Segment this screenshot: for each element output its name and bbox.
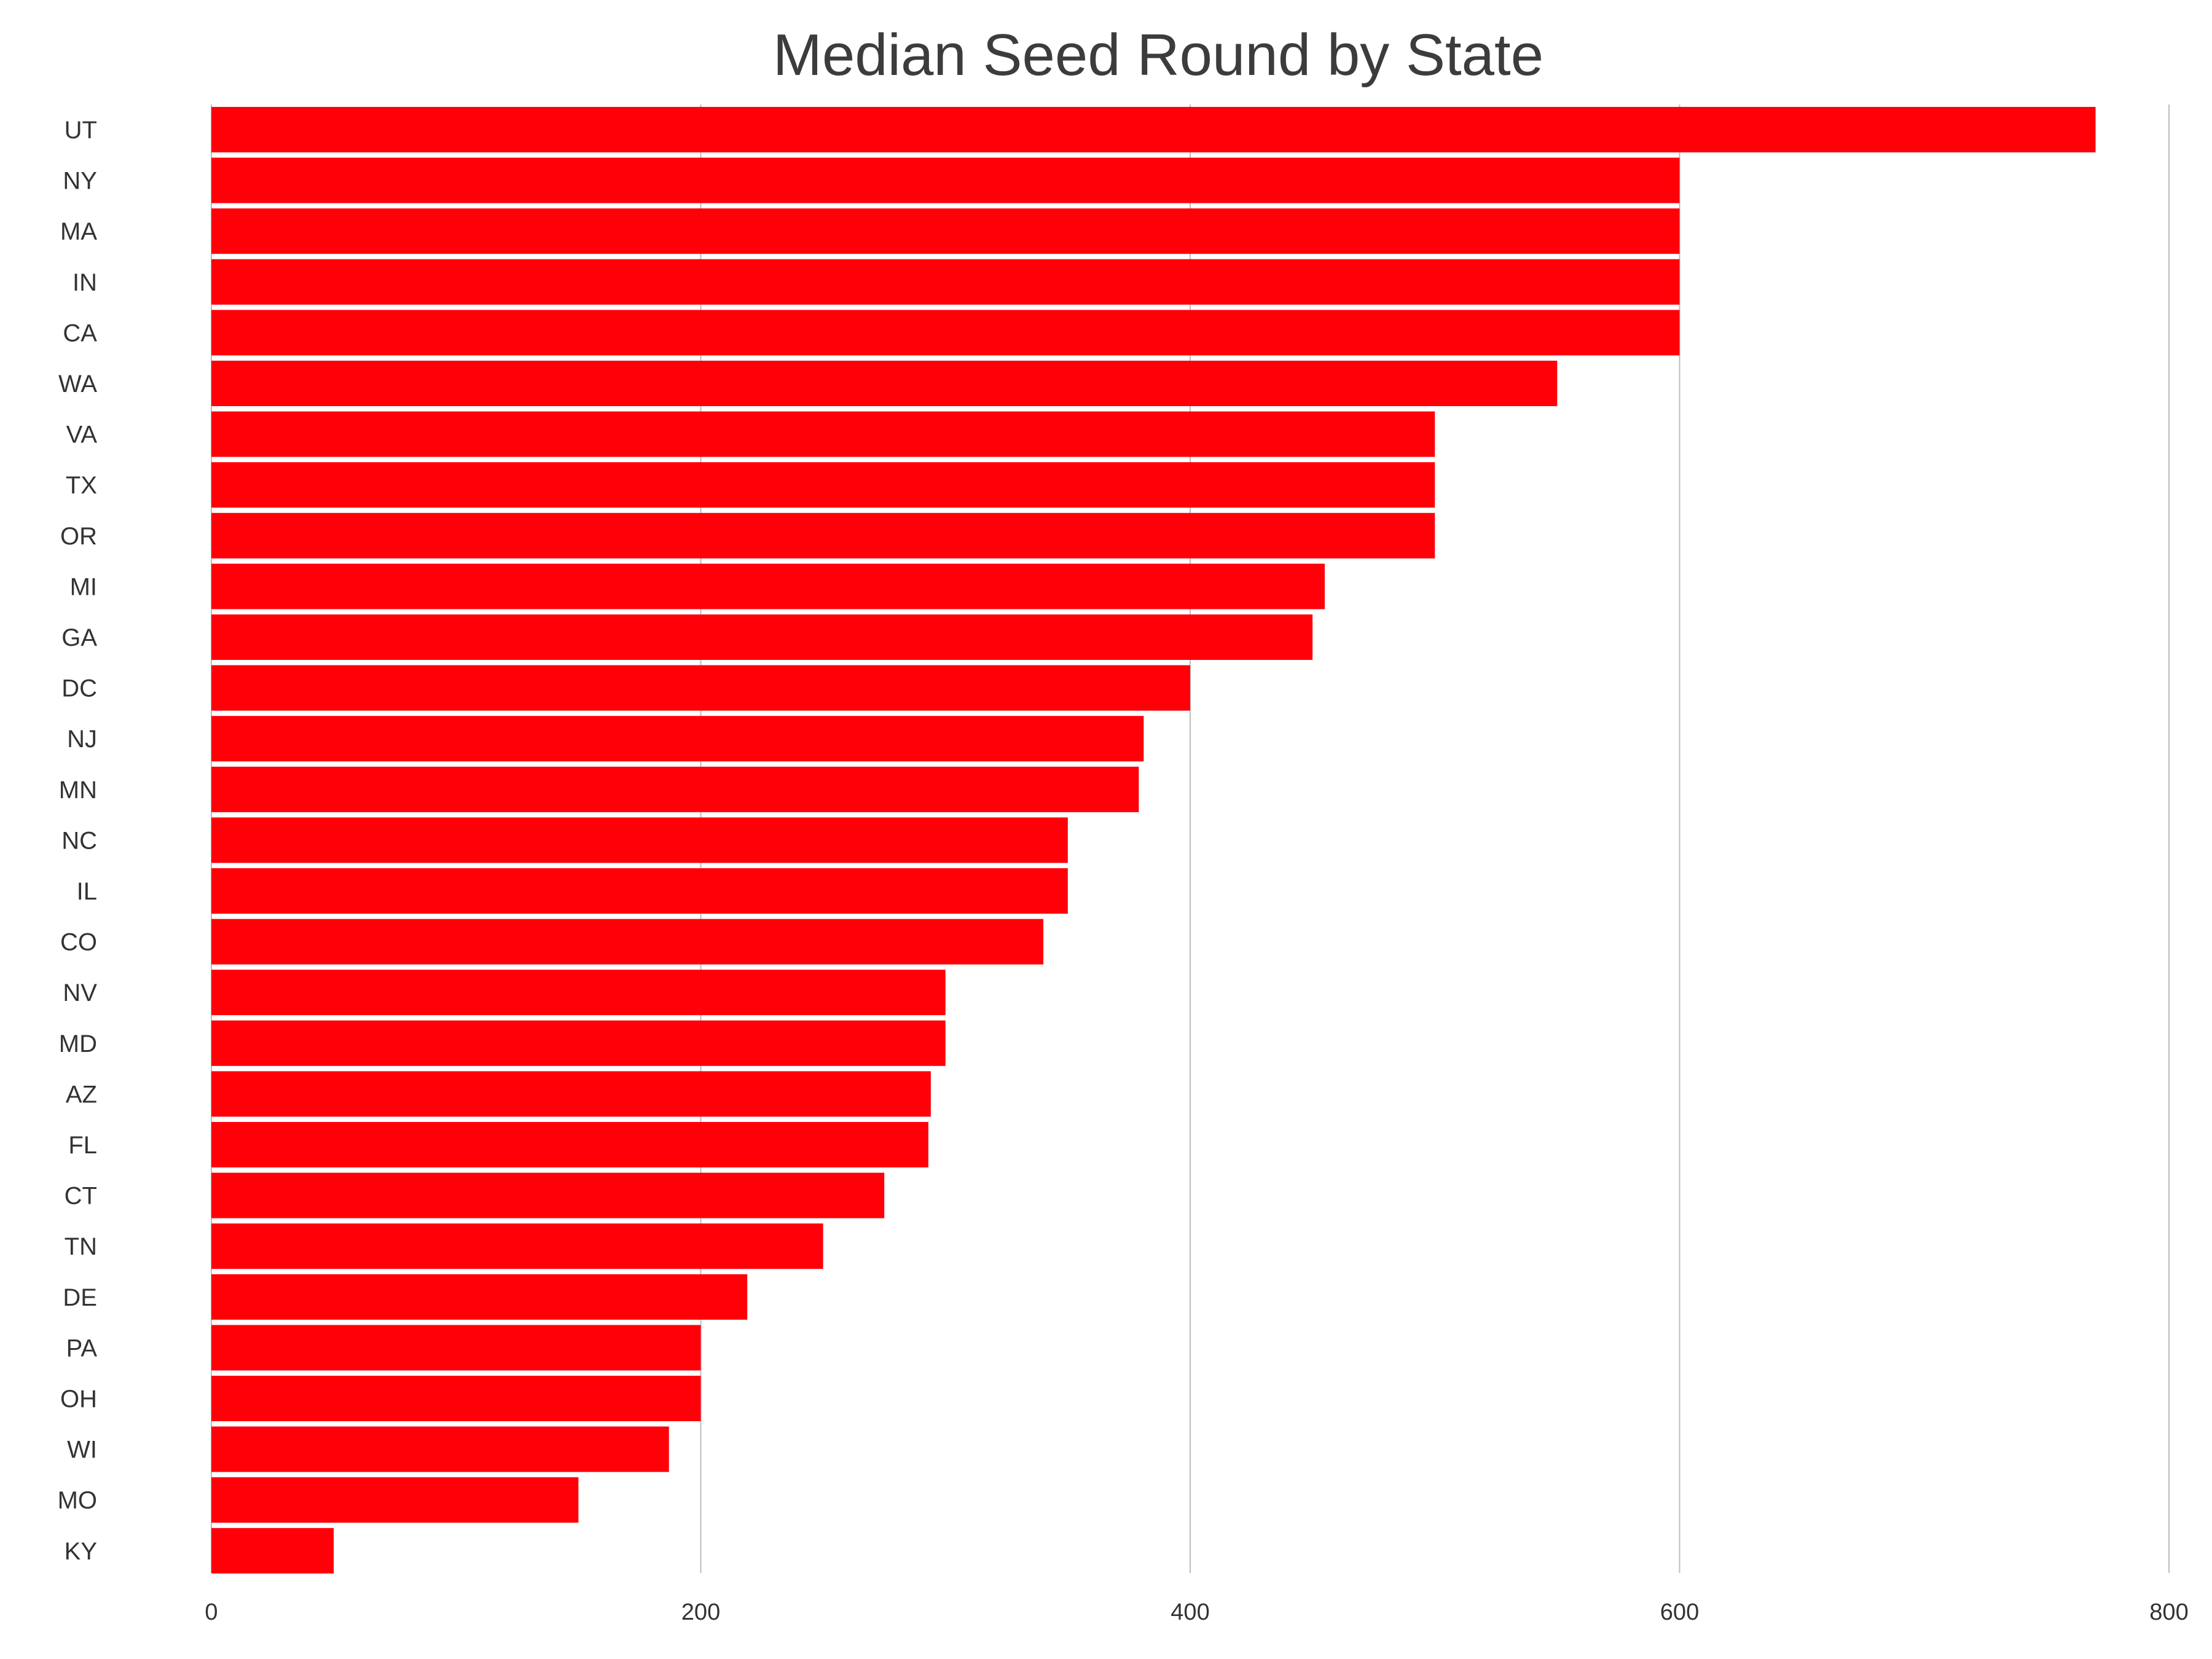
category-label-ca: CA bbox=[63, 320, 97, 347]
x-tick-label: 800 bbox=[2149, 1599, 2188, 1625]
bar-ma bbox=[211, 208, 1680, 254]
category-label-dc: DC bbox=[61, 675, 97, 702]
category-label-il: IL bbox=[77, 878, 97, 905]
x-tick-label: 400 bbox=[1171, 1599, 1209, 1625]
category-label-ny: NY bbox=[63, 168, 97, 195]
x-tick-label: 0 bbox=[205, 1599, 218, 1625]
bar-dc bbox=[211, 665, 1190, 711]
bar-ca bbox=[211, 310, 1680, 356]
category-label-co: CO bbox=[60, 929, 97, 956]
category-label-ga: GA bbox=[61, 624, 97, 651]
category-label-nc: NC bbox=[61, 827, 97, 854]
category-label-fl: FL bbox=[68, 1132, 97, 1159]
category-label-de: DE bbox=[63, 1284, 97, 1311]
category-label-mo: MO bbox=[58, 1487, 97, 1514]
category-label-ma: MA bbox=[60, 218, 97, 245]
category-label-or: OR bbox=[60, 523, 97, 550]
x-tick-label: 200 bbox=[681, 1599, 720, 1625]
category-label-ct: CT bbox=[65, 1183, 97, 1210]
bar-ga bbox=[211, 614, 1313, 660]
category-label-wa: WA bbox=[58, 371, 97, 398]
bar-nc bbox=[211, 817, 1068, 863]
bar-az bbox=[211, 1071, 931, 1117]
bar-nv bbox=[211, 970, 946, 1016]
bar-de bbox=[211, 1274, 748, 1320]
bar-nj bbox=[211, 716, 1144, 762]
category-label-va: VA bbox=[66, 422, 98, 449]
category-label-ut: UT bbox=[65, 117, 97, 144]
category-label-az: AZ bbox=[66, 1081, 97, 1108]
category-label-nv: NV bbox=[63, 979, 97, 1006]
bar-tn bbox=[211, 1223, 823, 1269]
bar-md bbox=[211, 1020, 946, 1066]
bar-pa bbox=[211, 1325, 701, 1371]
category-label-mn: MN bbox=[59, 777, 97, 804]
bar-oh bbox=[211, 1376, 701, 1421]
bar-in bbox=[211, 259, 1680, 305]
category-label-md: MD bbox=[59, 1030, 97, 1057]
category-label-ky: KY bbox=[65, 1538, 97, 1565]
bar-or bbox=[211, 512, 1435, 559]
bar-mo bbox=[211, 1477, 579, 1523]
category-label-in: IN bbox=[73, 269, 97, 296]
bar-ny bbox=[211, 157, 1680, 203]
bar-fl bbox=[211, 1122, 928, 1167]
x-tick-label: 600 bbox=[1660, 1599, 1699, 1625]
category-label-pa: PA bbox=[66, 1335, 98, 1362]
bar-wi bbox=[211, 1426, 669, 1472]
bars bbox=[211, 107, 2096, 1574]
bar-il bbox=[211, 868, 1068, 914]
category-label-nj: NJ bbox=[67, 726, 97, 753]
bar-mn bbox=[211, 766, 1139, 812]
category-label-tn: TN bbox=[65, 1233, 97, 1260]
bar-tx bbox=[211, 462, 1435, 508]
category-label-tx: TX bbox=[66, 472, 97, 499]
bar-mi bbox=[211, 563, 1325, 610]
category-label-mi: MI bbox=[70, 573, 97, 600]
category-label-wi: WI bbox=[67, 1437, 97, 1464]
chart-title: Median Seed Round by State bbox=[773, 22, 1543, 88]
bar-ky bbox=[211, 1528, 334, 1574]
bar-co bbox=[211, 919, 1044, 965]
category-labels: UT NY MA IN CA WA VA TX OR MI GA DC NJ MN NC IL CO NV MD AZ… bbox=[58, 117, 98, 1565]
x-axis-tick-labels: 0 200 400 600 800 bbox=[205, 1599, 2188, 1625]
bar-va bbox=[211, 411, 1435, 457]
bar-ut bbox=[211, 107, 2096, 152]
category-label-oh: OH bbox=[60, 1386, 97, 1413]
bar-ct bbox=[211, 1172, 885, 1218]
bar-wa bbox=[211, 361, 1558, 406]
